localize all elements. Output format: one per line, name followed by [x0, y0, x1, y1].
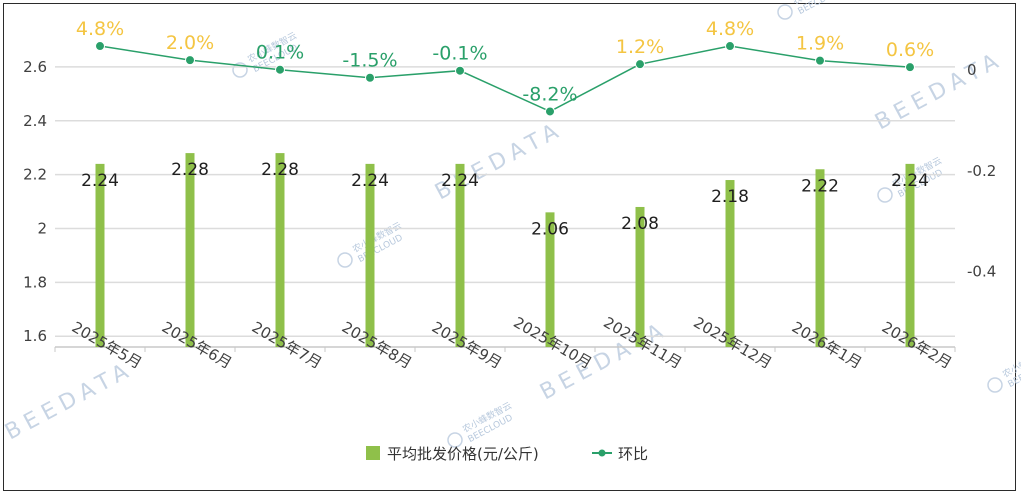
bar-value-label: 2.24	[351, 171, 389, 191]
line-value-label: -1.5%	[342, 50, 397, 72]
bar	[545, 212, 555, 347]
line-point	[185, 55, 195, 66]
line-series	[95, 41, 915, 117]
bar-value-label: 2.18	[711, 187, 749, 207]
x-axis-tick-label: 2026年1月	[789, 318, 865, 372]
watermark-logo-icon	[232, 62, 248, 78]
bar	[815, 169, 825, 347]
watermark-text: BEEDATA	[431, 117, 568, 206]
x-axis-tick-label: 2025年7月	[249, 318, 325, 372]
right-axis-tick-label: -0.4	[967, 263, 996, 281]
bar-value-label: 2.28	[261, 160, 299, 180]
x-axis-tick-label: 2025年8月	[339, 318, 415, 372]
line-data-labels: 4.8% 2.0% 0.1% -1.5% -0.1% -8.2% 1.2% 4.8% 1.9% 0…	[76, 18, 934, 105]
bar-value-label: 2.24	[81, 171, 119, 191]
bar-series	[95, 153, 915, 347]
line-value-label: 4.8%	[706, 18, 754, 40]
line-point	[905, 62, 915, 73]
legend-line-label: 环比	[618, 445, 648, 463]
watermark-logo-icon	[447, 432, 463, 448]
line-point	[275, 64, 285, 75]
bar	[275, 153, 285, 347]
legend-bar-swatch	[366, 446, 380, 460]
bar-value-label: 2.06	[531, 219, 569, 239]
line-point	[545, 106, 555, 117]
legend-bar-label: 平均批发价格(元/公斤)	[387, 445, 539, 463]
x-axis-tick-label: 2025年9月	[429, 318, 505, 372]
line-point	[635, 59, 645, 70]
right-axis-ticks: 0 -0.2 -0.4	[967, 61, 996, 280]
line-point	[725, 41, 735, 52]
left-axis-tick-label: 2.4	[23, 112, 47, 130]
line-value-label: 0.6%	[886, 39, 934, 61]
line-point	[455, 65, 465, 76]
chart-frame	[3, 3, 1016, 491]
left-axis-tick-label: 2	[37, 220, 47, 238]
watermark-text: BEEDATA	[1, 357, 138, 446]
line-point	[815, 55, 825, 66]
bar-value-label: 2.28	[171, 160, 209, 180]
watermark-logo-icon	[877, 187, 893, 203]
line-value-label: 2.0%	[166, 32, 214, 54]
x-axis-tick-label: 2026年2月	[879, 318, 955, 372]
bar	[725, 180, 735, 347]
bar-value-label: 2.24	[891, 171, 929, 191]
legend-line-marker	[598, 449, 606, 457]
watermark-logo-icon	[777, 4, 793, 20]
legend: 平均批发价格(元/公斤) 环比	[366, 445, 648, 463]
line-path	[99, 45, 911, 113]
right-axis-tick-label: -0.2	[967, 162, 996, 180]
bar	[455, 163, 465, 347]
bar	[365, 163, 375, 347]
line-point	[95, 41, 105, 52]
line-value-label: 4.8%	[76, 18, 124, 40]
line-value-label: -0.1%	[432, 43, 487, 65]
x-axis-tick-label: 2025年6月	[159, 318, 235, 372]
bar	[905, 163, 915, 347]
right-axis-tick-label: 0	[967, 61, 977, 79]
line-point	[365, 72, 375, 83]
left-axis-tick-label: 2.2	[23, 166, 47, 184]
left-axis-ticks: 1.6 1.8 2 2.2 2.4 2.6	[23, 58, 47, 345]
bar-value-label: 2.22	[801, 176, 839, 196]
left-axis-tick-label: 2.6	[23, 58, 47, 76]
line-value-label: -8.2%	[522, 83, 577, 105]
watermark-logo-icon	[337, 252, 353, 268]
left-axis-tick-label: 1.8	[23, 273, 47, 291]
bar-data-labels: 2.24 2.28 2.28 2.24 2.24 2.06 2.08 2.18 2.22 2.24	[81, 160, 929, 239]
line-value-label: 1.9%	[796, 33, 844, 55]
bar	[185, 153, 195, 347]
bar	[95, 163, 105, 347]
bar	[635, 206, 645, 347]
line-value-label: 0.1%	[256, 42, 304, 64]
grid-lines	[54, 66, 956, 352]
x-axis-tick-label: 2025年5月	[69, 318, 145, 372]
line-value-label: 1.2%	[616, 36, 664, 58]
watermark-logo-icon	[987, 377, 1003, 393]
bar-value-label: 2.08	[621, 214, 659, 234]
bar-value-label: 2.24	[441, 171, 479, 191]
left-axis-tick-label: 1.6	[23, 327, 47, 345]
